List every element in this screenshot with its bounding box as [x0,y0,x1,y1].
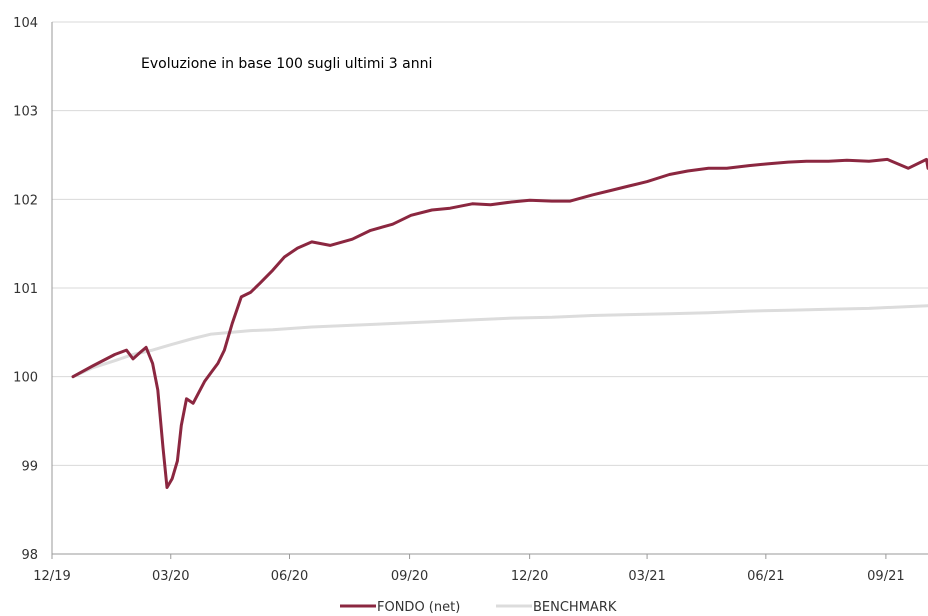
legend-label-benchmark: BENCHMARK [533,600,617,615]
series-line-fondo [73,159,928,487]
series-lines [73,159,928,487]
series-line-benchmark [73,306,928,377]
gridlines [52,22,928,465]
legend-label-fondo: FONDO (net) [377,600,460,615]
y-tick-label: 102 [13,193,38,208]
y-tick-label: 99 [21,459,38,474]
y-tick-label: 104 [13,16,38,31]
x-tick-labels: 12/19 03/20 06/20 09/20 12/20 03/21 06/21 09/21 [33,554,904,584]
x-tick-label: 06/21 [747,569,784,584]
y-tick-label: 101 [13,282,38,297]
x-tick-label: 12/19 [33,569,70,584]
chart-title: Evoluzione in base 100 sugli ultimi 3 an… [141,56,432,72]
x-tick-label: 09/21 [867,569,904,584]
x-tick-label: 06/20 [271,569,308,584]
y-tick-label: 103 [13,105,38,120]
x-tick-label: 09/20 [391,569,428,584]
x-tick-label: 03/20 [152,569,189,584]
x-tick-label: 03/21 [628,569,665,584]
y-tick-labels: 98 99 100 101 102 103 104 [13,16,38,563]
y-tick-label: 98 [21,548,38,563]
x-tick-label: 12/20 [511,569,548,584]
y-tick-label: 100 [13,371,38,386]
legend: FONDO (net) BENCHMARK [340,600,617,615]
